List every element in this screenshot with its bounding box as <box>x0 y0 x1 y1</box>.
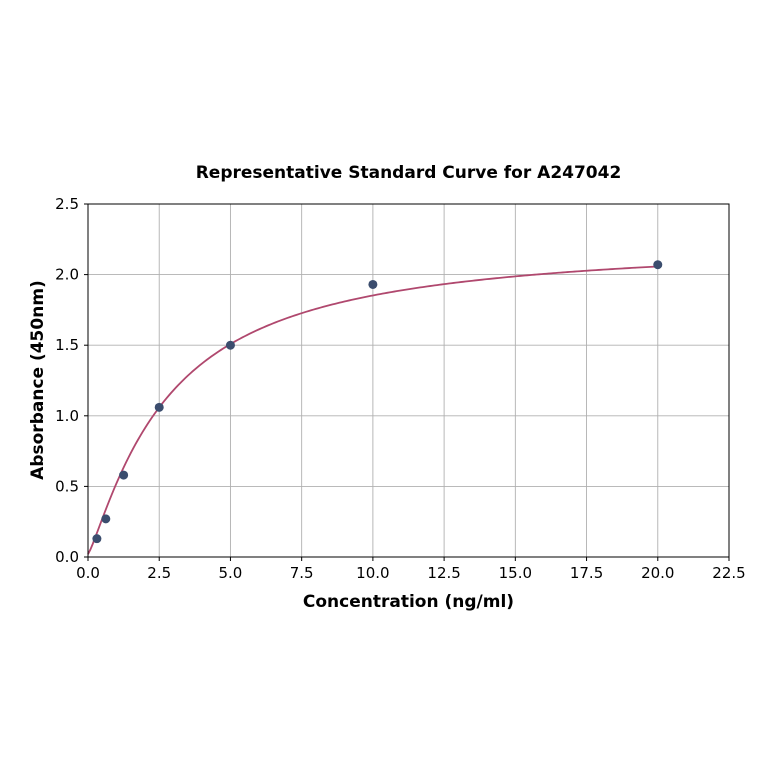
x-tick-label: 12.5 <box>427 564 460 582</box>
y-tick-label: 2.5 <box>55 195 79 213</box>
x-tick-label: 10.0 <box>356 564 389 582</box>
data-point <box>92 534 102 544</box>
x-tick-label: 15.0 <box>499 564 532 582</box>
chart-title: Representative Standard Curve for A24704… <box>195 163 622 183</box>
x-tick-label: 22.5 <box>712 564 745 582</box>
y-tick-label: 2.0 <box>55 266 79 284</box>
x-tick-label: 0.0 <box>76 564 100 582</box>
y-axis-label: Absorbance (450nm) <box>28 280 48 480</box>
x-tick-label: 7.5 <box>290 564 314 582</box>
data-point <box>119 470 129 480</box>
y-tick-label: 1.5 <box>55 336 79 354</box>
data-point <box>368 279 378 289</box>
x-axis-label: Concentration (ng/ml) <box>302 592 515 612</box>
x-tick-label: 17.5 <box>570 564 603 582</box>
x-tick-label: 2.5 <box>147 564 171 582</box>
plot-border <box>87 203 730 558</box>
fit-curve-line <box>87 265 658 555</box>
y-tick-label: 0.0 <box>55 548 79 566</box>
y-tick-label: 1.0 <box>55 407 79 425</box>
data-point <box>653 260 663 270</box>
y-tick-label: 0.5 <box>55 477 79 495</box>
data-point <box>101 514 111 524</box>
data-point <box>154 402 164 412</box>
x-tick-label: 5.0 <box>219 564 243 582</box>
data-point <box>225 340 235 350</box>
x-tick-label: 20.0 <box>641 564 674 582</box>
